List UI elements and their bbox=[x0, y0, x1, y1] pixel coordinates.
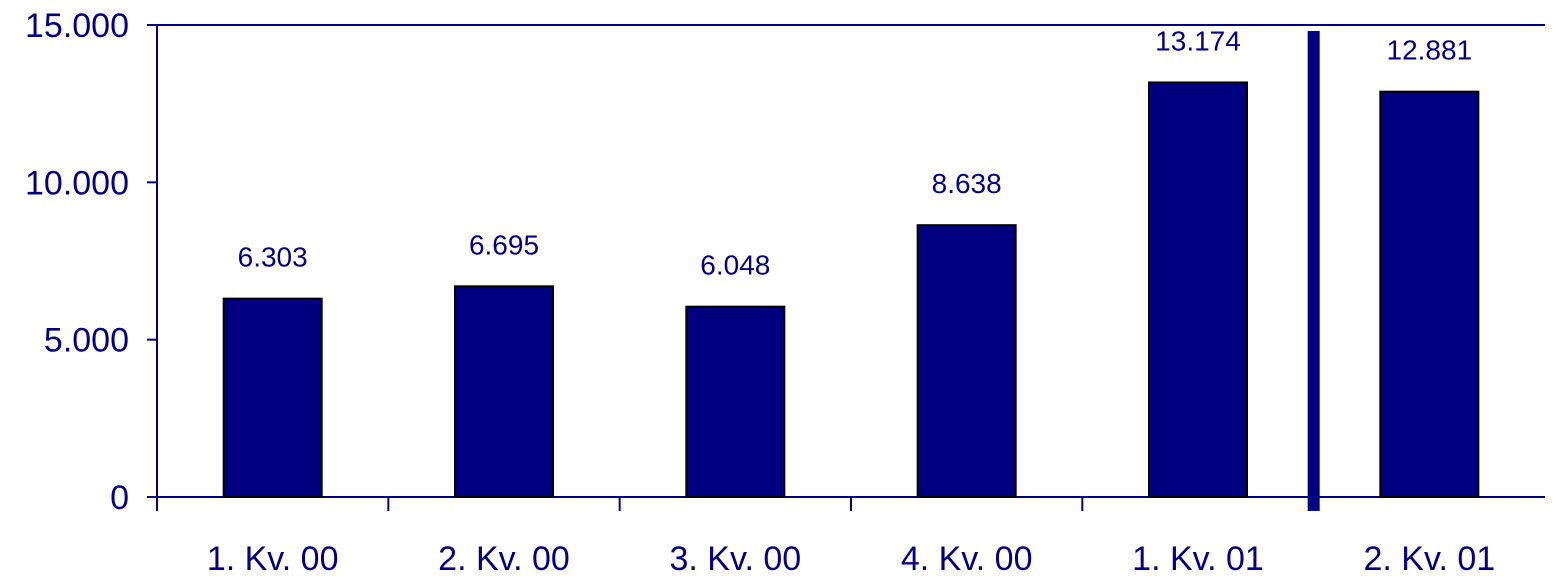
y-tick-label: 0 bbox=[110, 479, 129, 517]
bar bbox=[916, 224, 1017, 498]
data-label: 6.048 bbox=[700, 250, 770, 281]
period-separator-line bbox=[1307, 31, 1320, 511]
data-label: 13.174 bbox=[1155, 25, 1241, 56]
x-category-label: 2. Kv. 01 bbox=[1363, 540, 1495, 578]
data-label: 12.881 bbox=[1387, 35, 1473, 66]
y-tick-label: 10.000 bbox=[25, 164, 129, 202]
data-label: 6.303 bbox=[238, 242, 308, 273]
x-axis: 1. Kv. 00 2. Kv. 00 3. Kv. 00 4. Kv. 00 1. K… bbox=[156, 496, 1545, 578]
bar bbox=[1379, 90, 1480, 499]
data-labels: 6.303 6.695 6.048 8.638 13.174 12.881 bbox=[238, 25, 1473, 280]
bar bbox=[222, 297, 323, 498]
x-category-label: 1. Kv. 00 bbox=[207, 540, 339, 578]
data-label: 6.695 bbox=[469, 229, 539, 260]
y-tick-label: 15.000 bbox=[25, 7, 129, 45]
x-category-label: 4. Kv. 00 bbox=[901, 540, 1033, 578]
bar bbox=[685, 305, 786, 498]
data-label: 8.638 bbox=[932, 168, 1002, 199]
x-category-label: 1. Kv. 01 bbox=[1132, 540, 1264, 578]
x-category-label: 3. Kv. 00 bbox=[669, 540, 801, 578]
bars bbox=[222, 81, 1480, 499]
x-category-label: 2. Kv. 00 bbox=[438, 540, 570, 578]
separator bbox=[1307, 31, 1320, 511]
bar bbox=[1148, 81, 1248, 498]
y-axis: 0 5.000 10.000 15.000 bbox=[25, 7, 158, 517]
y-tick-label: 5.000 bbox=[44, 322, 129, 360]
bar bbox=[454, 285, 554, 498]
